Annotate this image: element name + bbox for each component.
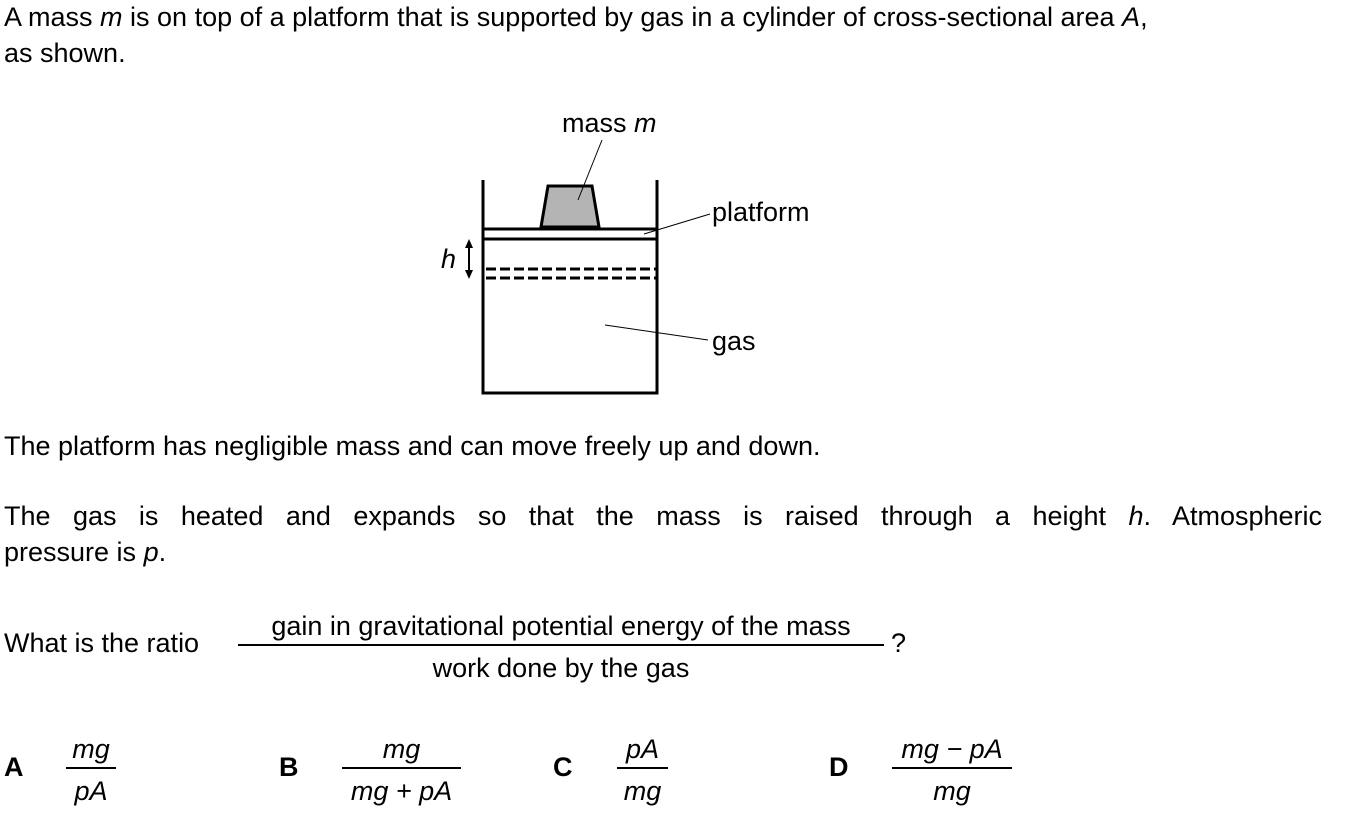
option-d-letter[interactable]: D <box>829 752 849 782</box>
h-arrow <box>465 239 473 279</box>
para2-period: . <box>158 537 167 567</box>
var-h: h <box>1128 501 1144 531</box>
option-c-fraction[interactable]: pA mg <box>617 733 668 807</box>
cylinder-walls <box>481 180 659 395</box>
option-d-fraction[interactable]: mg − pA mg <box>892 733 1012 807</box>
h-label: h <box>441 244 456 274</box>
option-a-numerator: mg <box>72 734 110 764</box>
intro-comma: , <box>1140 2 1148 32</box>
option-d-bar <box>892 767 1012 769</box>
ratio-numerator: gain in gravitational potential energy o… <box>271 611 851 641</box>
option-b-denominator: mg + pA <box>350 776 453 806</box>
gas-leader <box>604 324 709 341</box>
ratio-bar <box>238 644 884 646</box>
para2-text-end: . Atmospheric <box>1143 501 1323 531</box>
mass-label: mass m <box>562 108 657 138</box>
question-mark: ? <box>891 628 907 658</box>
intro-text: A mass <box>4 2 101 32</box>
option-c-bar <box>617 767 668 769</box>
var-A: A <box>1122 2 1141 32</box>
option-d-numerator: mg − pA <box>901 734 1003 764</box>
mass-leader <box>577 139 603 201</box>
option-b-fraction[interactable]: mg mg + pA <box>342 733 461 807</box>
option-c-numerator: pA <box>625 734 660 764</box>
paragraph-heating-line-2: pressure is p. <box>4 537 166 568</box>
intro-line-2: as shown. <box>4 38 126 68</box>
platform <box>481 227 659 241</box>
gas-label: gas <box>712 326 756 356</box>
question-lead: What is the ratio <box>4 628 200 658</box>
paragraph-platform: The platform has negligible mass and can… <box>4 431 821 461</box>
ratio-denominator: work done by the gas <box>432 653 690 683</box>
option-a-fraction[interactable]: mg pA <box>66 733 116 807</box>
paragraph-heating-line-1: The gas is heated and expands so that th… <box>4 501 1322 532</box>
platform-label: platform <box>712 197 810 227</box>
para2-text: The gas is heated and expands so that th… <box>4 501 1129 531</box>
var-p: p <box>143 537 159 567</box>
cylinder-diagram: h mass m platform gas <box>441 108 810 395</box>
option-b-bar <box>342 767 461 769</box>
mass-block <box>539 184 601 229</box>
option-a-denominator: pA <box>74 776 108 806</box>
option-c-letter[interactable]: C <box>553 752 573 782</box>
option-c-denominator: mg <box>623 776 662 806</box>
option-b-letter[interactable]: B <box>279 752 299 782</box>
para2-line2-text: pressure is <box>4 537 144 567</box>
ratio-fraction: gain in gravitational potential energy o… <box>238 610 884 684</box>
option-a-letter[interactable]: A <box>4 752 24 782</box>
option-d-denominator: mg <box>933 776 971 806</box>
intro-text-mid: is on top of a platform that is supporte… <box>122 2 1123 32</box>
option-b-numerator: mg <box>382 734 421 764</box>
option-a-bar <box>66 767 116 769</box>
intro-line-1: A mass m is on top of a platform that is… <box>4 2 1148 33</box>
var-m: m <box>100 2 123 32</box>
platform-leader <box>643 213 711 235</box>
